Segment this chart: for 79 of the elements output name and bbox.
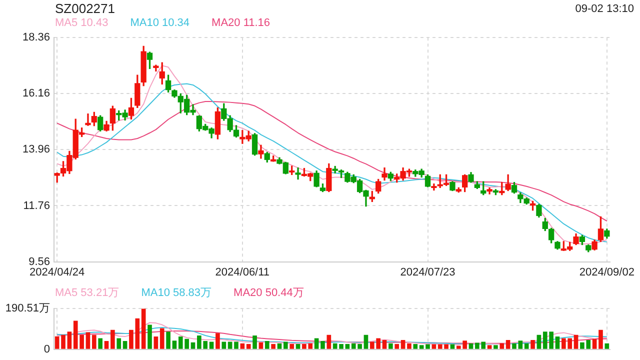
bar xyxy=(246,344,251,349)
bar xyxy=(67,332,72,349)
bar xyxy=(364,334,368,349)
bar xyxy=(222,342,226,349)
bar xyxy=(160,328,164,349)
bar xyxy=(326,334,332,349)
bar xyxy=(86,332,90,349)
y-tick-label: 16.16 xyxy=(22,88,50,100)
y-tick-label: 11.76 xyxy=(23,200,50,212)
bar xyxy=(92,334,96,349)
bar xyxy=(314,338,319,349)
bar xyxy=(413,344,418,349)
bar xyxy=(530,340,535,349)
bar xyxy=(494,345,498,349)
bar xyxy=(432,344,436,349)
bar xyxy=(264,341,270,349)
bar xyxy=(320,341,325,349)
x-tick-label: 2024/09/02 xyxy=(579,266,634,278)
bar xyxy=(407,343,412,349)
text: MA10 10.34 xyxy=(130,17,190,29)
text: MA20 50.44万 xyxy=(234,286,304,300)
bar xyxy=(394,344,400,349)
bar xyxy=(555,336,560,349)
bar xyxy=(216,333,220,349)
bar xyxy=(382,340,387,349)
bar xyxy=(148,324,152,349)
bar xyxy=(345,344,350,349)
bar xyxy=(450,344,455,349)
bar xyxy=(228,342,232,349)
bar xyxy=(518,340,523,349)
y-tick-label: 190.51万 xyxy=(5,302,50,315)
bar xyxy=(240,343,245,349)
bar xyxy=(400,340,406,349)
y-tick-label: 9.56 xyxy=(28,256,50,268)
bar xyxy=(116,338,122,349)
text: 09-02 13:10 xyxy=(575,3,634,15)
x-tick-label: 2024/07/23 xyxy=(400,266,456,278)
bar xyxy=(290,344,294,349)
bar xyxy=(277,343,282,349)
bar xyxy=(419,345,424,349)
bar xyxy=(154,336,158,349)
bar xyxy=(166,332,170,349)
bar xyxy=(592,338,597,349)
text: MA5 53.21万 xyxy=(55,286,120,300)
chart-title: SZ002271 xyxy=(55,1,115,16)
bar xyxy=(604,343,610,349)
text: MA20 11.16 xyxy=(212,17,270,29)
bar xyxy=(487,345,492,349)
y-tick-label: 0 xyxy=(44,343,50,356)
bar xyxy=(598,330,603,349)
text: MA10 58.83万 xyxy=(141,286,212,300)
bar xyxy=(172,340,177,349)
y-tick-label: 13.96 xyxy=(22,144,50,156)
bar xyxy=(284,342,288,349)
bar xyxy=(209,342,214,349)
text: MA5 10.43 xyxy=(55,17,108,29)
bar xyxy=(388,343,393,349)
bar xyxy=(506,340,510,349)
bar xyxy=(426,344,430,349)
bar xyxy=(141,308,146,349)
y-tick-label: 18.36 xyxy=(22,32,50,44)
bar xyxy=(524,343,529,349)
bar xyxy=(258,342,264,349)
bar xyxy=(500,343,504,349)
bar xyxy=(104,341,109,349)
bar xyxy=(271,344,276,349)
bar xyxy=(110,330,115,349)
bar xyxy=(536,334,542,349)
bar xyxy=(252,335,257,349)
bar xyxy=(98,338,102,349)
bar xyxy=(574,334,578,349)
x-tick-label: 2024/06/11 xyxy=(215,266,270,278)
bar xyxy=(190,342,196,349)
bar xyxy=(234,342,238,349)
bar xyxy=(122,341,128,349)
bar xyxy=(468,343,474,349)
bar xyxy=(512,343,516,349)
bar xyxy=(296,344,300,349)
x-tick-label: 2024/04/24 xyxy=(30,266,85,278)
